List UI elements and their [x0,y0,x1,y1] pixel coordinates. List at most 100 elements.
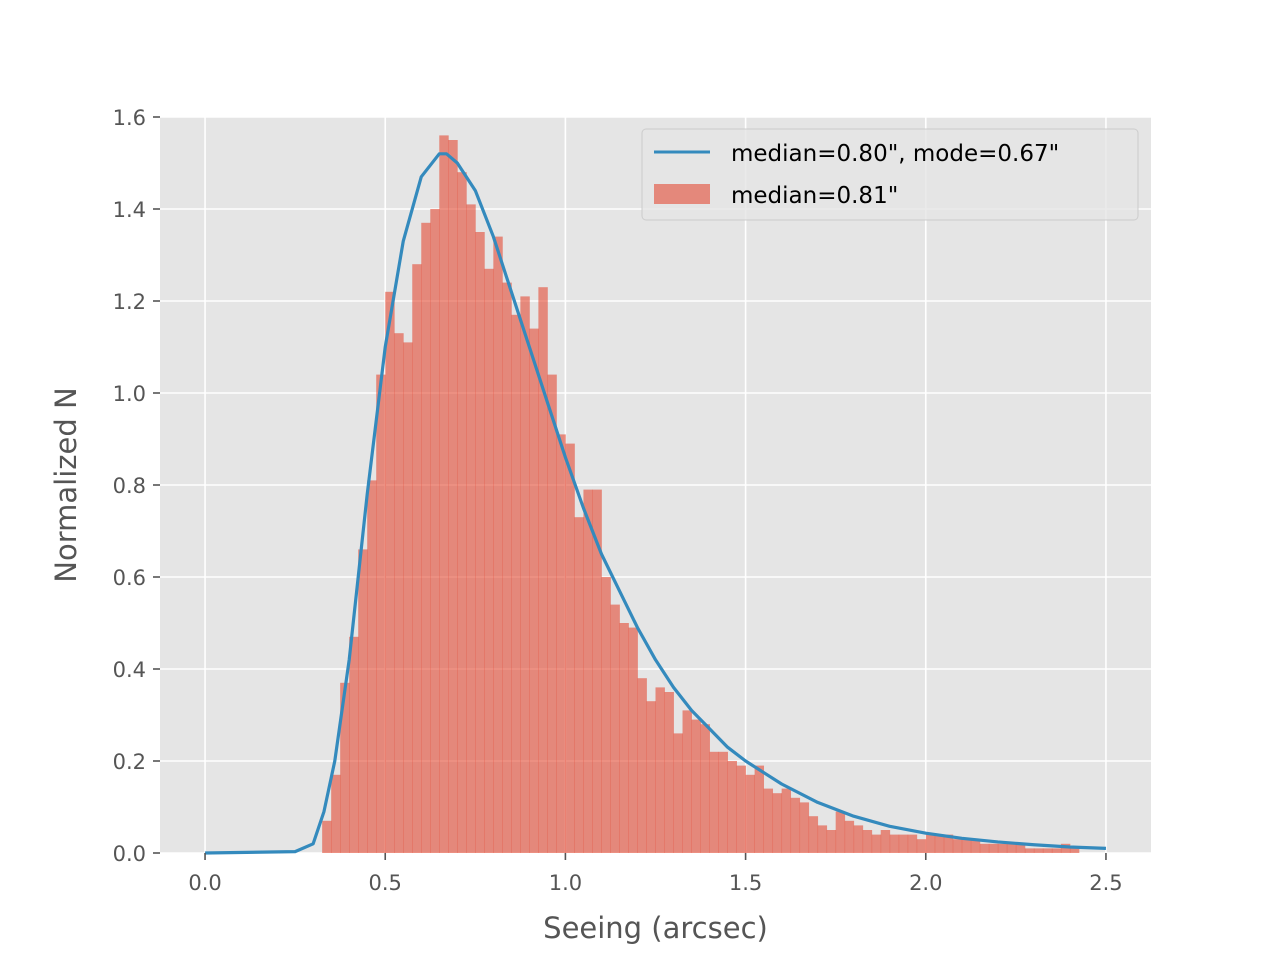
histogram-bar [889,834,900,853]
histogram-bar [1042,848,1053,853]
axis-ticks: 0.0 0.5 1.0 1.5 2.0 2.5 0.0 0.2 0.4 0.6 0.8 1.0 1.2 1… [113,106,1123,895]
histogram-bar [898,834,909,853]
histogram-bar [871,834,882,853]
histogram-bar [682,710,692,853]
histogram-bar [736,765,746,853]
histogram-bar [790,797,801,853]
histogram-bar [880,830,891,853]
histogram-bar [781,788,792,853]
histogram-bar [853,825,864,853]
histogram-bar [466,204,476,853]
histogram-bar [835,811,846,853]
histogram-bar [637,678,647,853]
histogram-bar [565,443,575,853]
histogram-bar [1051,848,1062,853]
histogram-bar [601,577,611,853]
histogram-bar [997,843,1008,853]
histogram-bar [1033,848,1044,853]
histogram-bar [655,687,665,853]
histogram-bar [916,839,927,853]
x-axis-label: Seeing (arcsec) [543,911,768,945]
histogram-bar [619,623,629,853]
histogram-bar [376,374,386,853]
histogram-bar [763,788,774,853]
x-tick-label: 0.5 [369,871,402,895]
histogram-bar [511,314,521,853]
histogram-bar [862,830,873,853]
histogram-bar [844,820,855,853]
legend-label-histogram: median=0.81" [731,183,898,209]
histogram-bar [331,774,341,853]
histogram-bar [412,264,422,853]
y-tick-label: 1.2 [113,290,146,314]
x-tick-label: 2.0 [909,871,942,895]
y-axis-label: Normalized N [49,387,83,582]
histogram-bar [709,751,719,853]
histogram-bar [691,719,701,853]
histogram-bar [754,765,765,853]
histogram-bar [358,549,368,853]
histogram-bar [385,291,395,853]
histogram-bar [529,328,539,854]
histogram-bar [457,172,467,853]
y-tick-label: 0.4 [113,658,146,682]
histogram-bar [943,834,954,853]
legend-bar-swatch [654,184,710,204]
histogram-bar [772,793,783,853]
histogram-bar [574,517,584,853]
histogram-bar [493,236,503,854]
histogram-bar [484,268,494,853]
histogram-bar [1024,848,1035,853]
histogram-bar [646,701,656,853]
histogram-bar [628,627,638,853]
y-tick-label: 0.2 [113,750,146,774]
histogram-bar [826,830,837,853]
y-tick-label: 0.8 [113,474,146,498]
histogram-bar [502,282,512,854]
histogram-bar [934,834,945,853]
legend-box [641,128,1139,221]
histogram-bar [421,222,431,854]
histogram-bar [322,820,332,853]
histogram-bar [1006,843,1017,853]
histogram-bars [322,135,1080,854]
histogram-bar [799,802,810,853]
histogram-bar [673,733,683,853]
histogram-bar [970,839,981,853]
histogram-bar [556,434,566,853]
histogram-bar [745,774,755,853]
histogram-bar [907,834,918,853]
histogram-bar [520,296,530,853]
legend-label-fit: median=0.80", mode=0.67" [731,141,1059,167]
y-tick-label: 1.4 [113,198,146,222]
legend: median=0.80", mode=0.67" median=0.81" [641,128,1139,221]
histogram-bar [547,374,557,853]
histogram-bar [1015,843,1026,853]
histogram-bar [367,480,377,853]
histogram-bar [448,140,458,853]
histogram-bar [583,489,593,853]
histogram-bar [610,604,620,853]
x-tick-label: 1.0 [549,871,582,895]
histogram-bar [430,209,440,853]
histogram-bar [475,232,485,853]
histogram-bar [664,692,674,853]
histogram-bar [727,761,737,853]
histogram-bar [718,751,728,853]
y-tick-label: 1.6 [113,106,146,130]
histogram-bar [1069,848,1080,853]
histogram-bar [1060,843,1071,853]
histogram-bar [403,342,413,853]
histogram-bar [439,135,449,853]
x-tick-label: 1.5 [729,871,762,895]
x-tick-label: 0.0 [188,871,221,895]
histogram-bar [340,682,350,853]
histogram-bar [808,816,819,853]
y-tick-label: 0.6 [113,566,146,590]
histogram-bar [961,839,972,853]
histogram-bar [349,636,359,853]
y-tick-label: 0.0 [113,842,146,866]
histogram-bar [817,825,828,853]
histogram-bar [592,489,602,853]
